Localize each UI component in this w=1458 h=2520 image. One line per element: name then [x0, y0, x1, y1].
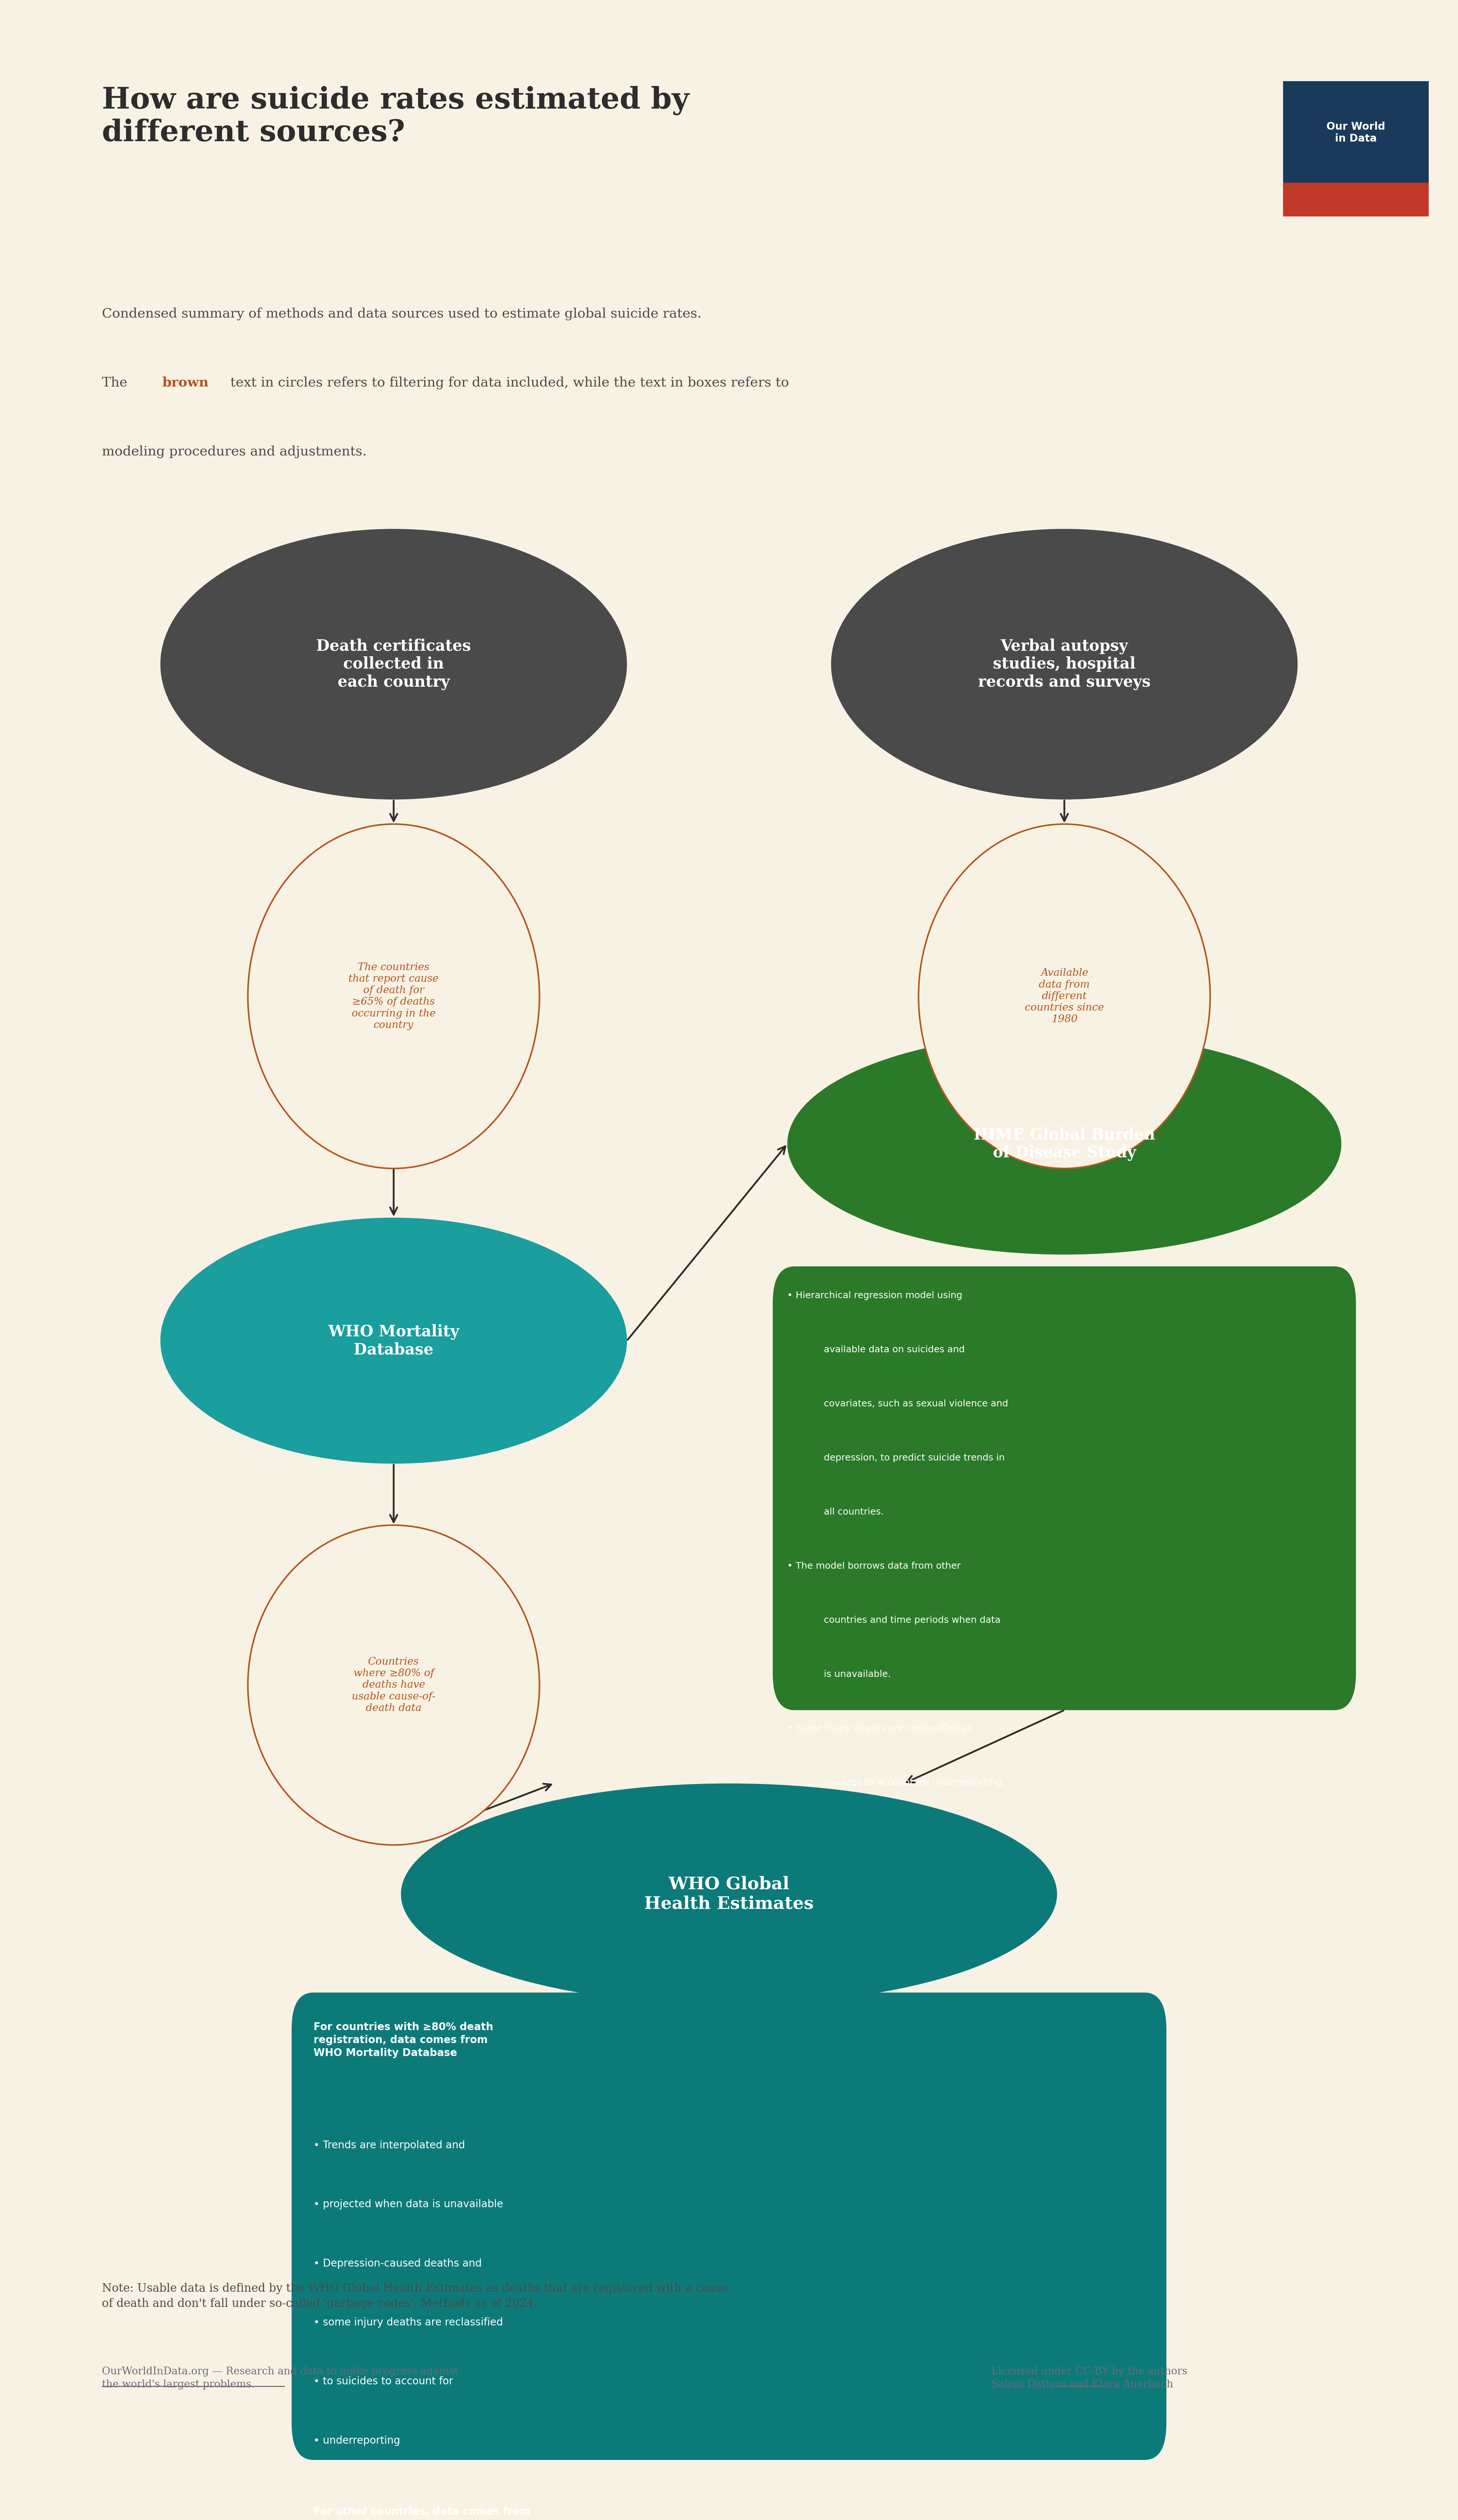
Text: • some injury deaths are reclassified: • some injury deaths are reclassified: [313, 2318, 503, 2328]
Text: Licensed under CC-BY by the authors
Saloni Dattani and Klara Auerbach: Licensed under CC-BY by the authors Salo…: [991, 2366, 1187, 2389]
Text: • to suicides to account for: • to suicides to account for: [313, 2376, 453, 2386]
Text: Condensed summary of methods and data sources used to estimate global suicide ra: Condensed summary of methods and data so…: [102, 307, 701, 320]
Text: WHO Mortality
Database: WHO Mortality Database: [328, 1323, 459, 1358]
Ellipse shape: [787, 1033, 1341, 1255]
Text: • projected when data is unavailable: • projected when data is unavailable: [313, 2200, 503, 2210]
Ellipse shape: [401, 1784, 1057, 2006]
Text: For countries with ≥80% death
registration, data comes from
WHO Mortality Databa: For countries with ≥80% death registrati…: [313, 2021, 493, 2059]
Text: Note: Usable data is defined by the WHO Global Health Estimates as deaths that a: Note: Usable data is defined by the WHO …: [102, 2283, 729, 2308]
Text: is unavailable.: is unavailable.: [824, 1671, 891, 1678]
Text: countries and time periods when data: countries and time periods when data: [824, 1615, 1000, 1625]
FancyBboxPatch shape: [773, 1268, 1356, 1711]
Ellipse shape: [831, 529, 1298, 799]
FancyBboxPatch shape: [1283, 181, 1429, 217]
Text: modeling procedures and adjustments.: modeling procedures and adjustments.: [102, 446, 367, 459]
FancyBboxPatch shape: [292, 1993, 1166, 2460]
Text: depression, to predict suicide trends in: depression, to predict suicide trends in: [824, 1454, 1005, 1462]
Text: The countries
that report cause
of death for
≥65% of deaths
occurring in the
cou: The countries that report cause of death…: [348, 963, 439, 1031]
Text: available data on suicides and: available data on suicides and: [824, 1346, 965, 1353]
Text: • underreporting: • underreporting: [313, 2434, 399, 2447]
Text: suicides to account for underreporting.: suicides to account for underreporting.: [824, 1779, 1005, 1787]
Text: • Hierarchical regression model using: • Hierarchical regression model using: [787, 1290, 962, 1300]
Text: • The model borrows data from other: • The model borrows data from other: [787, 1562, 961, 1570]
Ellipse shape: [160, 1217, 627, 1464]
Text: all countries.: all countries.: [824, 1507, 884, 1517]
Text: IHME Global Burden
of Disease Study: IHME Global Burden of Disease Study: [974, 1126, 1155, 1162]
Text: How are suicide rates estimated by
different sources?: How are suicide rates estimated by diffe…: [102, 86, 690, 149]
FancyBboxPatch shape: [1283, 81, 1429, 181]
Text: Available
data from
different
countries since
1980: Available data from different countries …: [1025, 968, 1104, 1026]
Ellipse shape: [919, 824, 1210, 1169]
Text: OurWorldInData.org — Research and data to make progress against
the world's larg: OurWorldInData.org — Research and data t…: [102, 2366, 459, 2389]
Text: brown: brown: [162, 375, 208, 388]
Text: • Some injury deaths are reclassified as: • Some injury deaths are reclassified as: [787, 1724, 972, 1734]
Text: • Depression-caused deaths and: • Depression-caused deaths and: [313, 2258, 481, 2268]
Text: WHO Global
Health Estimates: WHO Global Health Estimates: [644, 1875, 814, 1913]
Ellipse shape: [160, 529, 627, 799]
Text: The: The: [102, 375, 131, 388]
Text: For other countries, data comes from
IHME Global Burden of Disease study: For other countries, data comes from IHM…: [313, 2507, 531, 2520]
Ellipse shape: [248, 824, 539, 1169]
Text: covariates, such as sexual violence and: covariates, such as sexual violence and: [824, 1399, 1007, 1409]
Text: text in circles refers to filtering for data included, while the text in boxes r: text in circles refers to filtering for …: [226, 375, 789, 388]
Ellipse shape: [248, 1525, 539, 1845]
Text: Countries
where ≥80% of
deaths have
usable cause-of-
death data: Countries where ≥80% of deaths have usab…: [351, 1658, 436, 1714]
Text: Our World
in Data: Our World in Data: [1327, 121, 1385, 144]
Text: Verbal autopsy
studies, hospital
records and surveys: Verbal autopsy studies, hospital records…: [978, 638, 1150, 690]
Text: Death certificates
collected in
each country: Death certificates collected in each cou…: [316, 638, 471, 690]
Text: • Trends are interpolated and: • Trends are interpolated and: [313, 2139, 465, 2150]
